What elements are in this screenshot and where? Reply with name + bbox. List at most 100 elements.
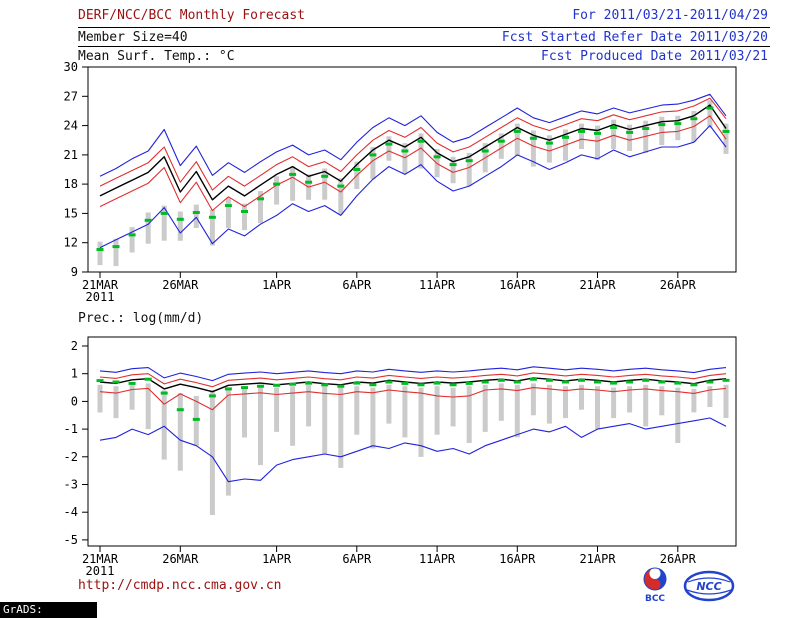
spread-bar [242, 203, 247, 231]
spread-bar [161, 390, 167, 460]
spread-bar [530, 130, 536, 167]
spread-bar [498, 383, 504, 421]
spread-bar [611, 387, 617, 419]
obs-dash [433, 381, 441, 385]
obs-dash [578, 129, 585, 133]
spread-bar [546, 384, 552, 424]
obs-dash [449, 383, 457, 387]
spread-bar [563, 386, 568, 419]
prec-ens-min-line [99, 417, 727, 483]
spread-bar [450, 387, 456, 427]
obs-dash [722, 378, 730, 382]
obs-dash [722, 129, 730, 133]
ncc-logo-ring [683, 570, 735, 602]
x-tick-label: 16APR [499, 278, 536, 292]
header-divider-2 [78, 46, 770, 47]
obs-dash [562, 135, 569, 139]
spread-bar [514, 123, 520, 156]
obs-dash [690, 117, 698, 121]
obs-dash [497, 378, 505, 382]
spread-bar [659, 116, 665, 146]
spread-bar [498, 133, 504, 159]
spread-bar [707, 386, 713, 407]
prec-frame [87, 336, 737, 547]
obs-dash [401, 381, 409, 385]
obs-dash [369, 153, 377, 157]
ncc-logo: NCC [683, 570, 735, 602]
x-axis-year-label: 2011 [86, 290, 115, 304]
spread-bar [579, 123, 584, 149]
y-tick-label: 27 [64, 89, 78, 103]
prec-obs-dashes [96, 377, 730, 421]
spread-bar [129, 384, 135, 410]
obs-dash [562, 380, 569, 384]
spread-bar [209, 209, 215, 246]
spread-bar [611, 119, 617, 149]
temp-ens-max-line [99, 93, 727, 177]
spread-bar [514, 384, 520, 438]
spread-bar [643, 384, 649, 427]
y-tick-label: -2 [64, 450, 78, 464]
obs-dash [353, 168, 361, 171]
obs-dash [96, 248, 104, 251]
prec-upper-quartile-line [99, 372, 727, 388]
x-tick-label: 26MAR [162, 552, 199, 566]
temp-obs-dashes [96, 106, 730, 251]
obs-dash [642, 127, 650, 130]
spread-bar [258, 191, 263, 224]
y-tick-label: 9 [71, 265, 78, 279]
spread-bar [675, 387, 681, 443]
obs-dash [433, 155, 441, 159]
obs-dash [192, 211, 200, 214]
spread-bar [242, 387, 247, 438]
obs-dash [305, 381, 313, 385]
spread-bar [450, 156, 456, 184]
forecast-date-range: For 2011/03/21-2011/04/29 [572, 8, 768, 23]
obs-dash [321, 383, 329, 387]
spread-bar [274, 176, 280, 205]
spread-bar [595, 386, 600, 430]
grads-credit: GrADS: COLA/IGES [0, 602, 97, 618]
obs-dash [417, 139, 425, 143]
spread-bar [691, 388, 697, 413]
prec-ens-mean-line [99, 377, 727, 393]
obs-dash [144, 218, 152, 222]
x-tick-label: 11APR [419, 552, 456, 566]
obs-dash [289, 382, 297, 386]
y-tick-label: -1 [64, 422, 78, 436]
temp-frame [87, 66, 737, 273]
spread-bar [161, 205, 167, 241]
spread-bar [579, 384, 584, 410]
spread-bar [322, 168, 328, 200]
obs-dash [144, 377, 152, 381]
obs-dash [96, 379, 104, 383]
temp-chart-title: Mean Surf. Temp.: °C [78, 49, 235, 64]
x-tick-label: 11APR [419, 278, 456, 292]
obs-dash [674, 381, 682, 385]
spread-bar [627, 124, 633, 151]
obs-dash [160, 391, 168, 395]
spread-bar [274, 387, 280, 432]
spread-bar [418, 133, 424, 169]
obs-dash [706, 106, 714, 110]
spread-bar [723, 384, 729, 418]
obs-dash [241, 210, 248, 213]
spread-bar [675, 115, 681, 141]
spread-bar [225, 197, 231, 229]
page-title: DERF/NCC/BCC Monthly Forecast [78, 8, 305, 23]
spread-bar [97, 384, 103, 413]
spread-bar [193, 204, 199, 228]
spread-bar [482, 384, 488, 432]
obs-dash [594, 131, 601, 135]
obs-dash [385, 380, 393, 384]
obs-dash [417, 383, 425, 387]
x-axis-year-label: 2011 [86, 564, 115, 578]
spread-bar [306, 384, 312, 427]
obs-dash [513, 380, 521, 384]
spread-bar [129, 227, 135, 253]
obs-dash [160, 211, 168, 215]
